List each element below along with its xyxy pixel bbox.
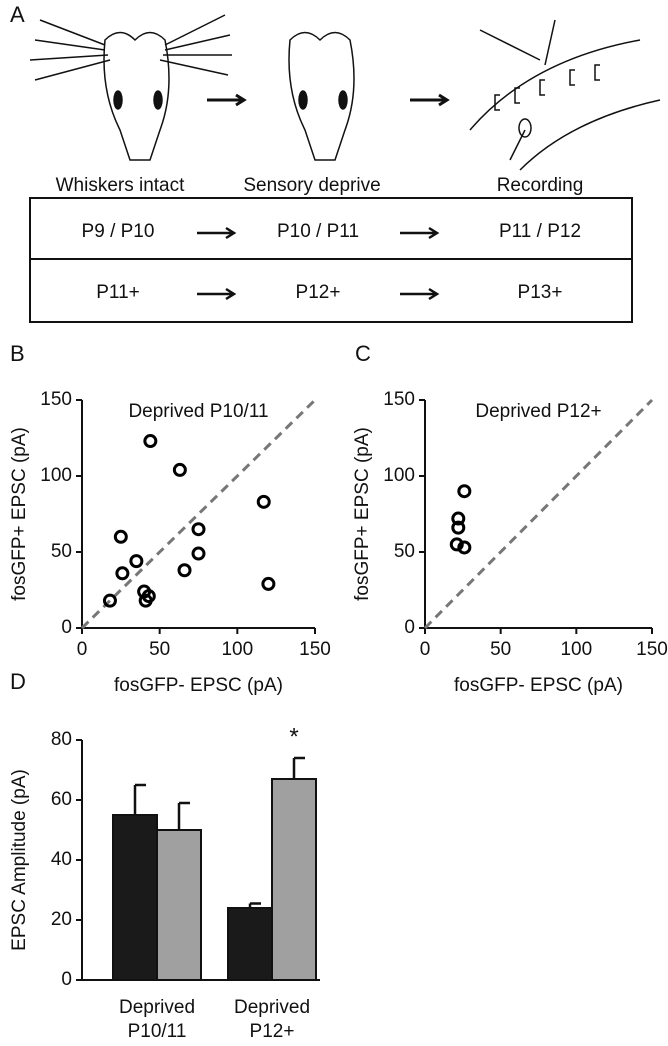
data-point (115, 566, 130, 581)
y-tick-label: 50 (394, 541, 415, 562)
eye (298, 90, 308, 110)
x-tick-label: 100 (560, 639, 592, 660)
y-axis-title: fosGFP+ EPSC (pA) (352, 427, 373, 601)
chart-title: Deprived P12+ (475, 401, 601, 422)
panel-label: B (10, 341, 25, 366)
arrow (410, 93, 450, 107)
stage-label: Sensory deprive (243, 175, 380, 196)
panel-label: C (355, 341, 371, 366)
mouse-head (103, 31, 170, 161)
identity-line (80, 398, 317, 630)
error-bar (292, 756, 305, 779)
y-tick-label: 40 (51, 849, 72, 870)
error-bar (177, 801, 190, 830)
table-arrow (197, 226, 440, 301)
panel-a-drawings (29, 14, 661, 323)
table-cell: P9 / P10 (82, 221, 155, 242)
data-point (143, 434, 158, 449)
error-bar (248, 902, 261, 908)
stage-label: Recording (497, 175, 584, 196)
stage-label: Whiskers intact (56, 175, 186, 196)
y-tick-label: 80 (51, 729, 72, 750)
significance-marker: * (289, 723, 298, 750)
data-point (256, 494, 271, 509)
x-tick-label: 150 (299, 639, 331, 660)
table-cell: P13+ (518, 282, 563, 303)
y-tick-label: 100 (383, 465, 415, 486)
table-cell: P10 / P11 (277, 221, 359, 242)
eye (113, 90, 123, 110)
x-tick-label: 50 (149, 639, 170, 660)
y-tick-label: 0 (404, 617, 415, 638)
x-tick-label: 0 (420, 639, 431, 660)
data-point (191, 546, 206, 561)
y-axis-title: EPSC Amplitude (pA) (9, 769, 30, 951)
x-tick-label: 50 (490, 639, 511, 660)
electrodes (479, 19, 556, 161)
x-tick-label: Deprived P10/11 (118, 997, 196, 1042)
chart-title: Deprived P10/11 (128, 401, 268, 422)
table-cell: P11+ (96, 282, 140, 303)
y-tick-label: 0 (61, 617, 72, 638)
x-tick-label: 100 (221, 639, 253, 660)
data-point (449, 537, 464, 552)
panel-label: D (10, 669, 26, 694)
y-tick-label: 100 (40, 465, 72, 486)
y-tick-label: 20 (51, 909, 72, 930)
table-cell: P12+ (296, 282, 341, 303)
x-axis-title: fosGFP- EPSC (pA) (114, 675, 283, 696)
bar (227, 907, 273, 981)
x-tick-label: 150 (636, 639, 668, 660)
data-point (451, 520, 466, 535)
barrels (494, 64, 600, 111)
data-point (457, 540, 472, 555)
data-point (138, 593, 153, 608)
bar (112, 814, 158, 981)
whiskers (29, 14, 232, 81)
eye (153, 90, 163, 110)
bar (271, 778, 317, 981)
neuron (518, 118, 532, 138)
data-point (129, 554, 144, 569)
identity-line (423, 398, 654, 630)
y-tick-label: 0 (61, 969, 72, 990)
x-tick-label: 0 (77, 639, 88, 660)
y-tick-label: 150 (40, 389, 72, 410)
panel-label: A (10, 2, 25, 27)
data-point (177, 563, 192, 578)
bar (156, 829, 202, 981)
data-point (102, 593, 117, 608)
y-tick-label: 60 (51, 789, 72, 810)
data-point (457, 484, 472, 499)
data-point (191, 522, 206, 537)
data-point (261, 576, 276, 591)
table-cell: P11 / P12 (499, 221, 581, 242)
x-tick-label: Deprived P12+ (233, 997, 311, 1042)
mouse-head (288, 31, 355, 161)
x-axis-title: fosGFP- EPSC (pA) (454, 675, 623, 696)
data-point (451, 511, 466, 526)
arrow (207, 93, 247, 107)
eye (338, 90, 348, 110)
error-bar (133, 783, 146, 815)
slice-outline (469, 39, 661, 171)
data-point (113, 529, 128, 544)
y-axis-title: fosGFP+ EPSC (pA) (9, 427, 30, 601)
y-tick-label: 50 (51, 541, 72, 562)
data-point (172, 462, 187, 477)
y-tick-label: 150 (383, 389, 415, 410)
